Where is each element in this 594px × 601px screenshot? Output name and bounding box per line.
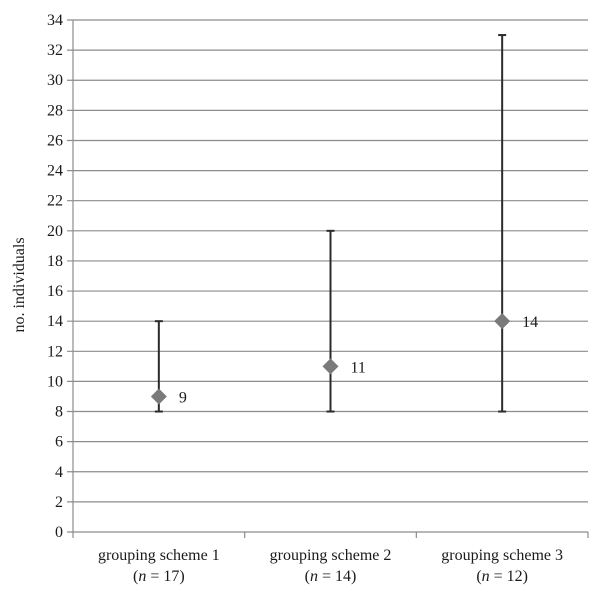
axis-layer — [72, 20, 589, 538]
x-category-label: grouping scheme 1 — [98, 547, 220, 564]
y-tick-label: 20 — [47, 223, 63, 240]
y-tick-label: 4 — [55, 464, 63, 481]
data-markers — [150, 313, 511, 405]
y-tick-label: 8 — [55, 404, 63, 421]
y-tick-label: 22 — [47, 193, 63, 210]
x-category-sample-size: (n = 14) — [305, 568, 357, 585]
y-tick-label: 0 — [55, 524, 63, 541]
y-tick-label: 26 — [47, 132, 63, 149]
x-category-labels: grouping scheme 1 (n = 17) grouping scheme… — [98, 547, 563, 585]
data-label: 9 — [179, 389, 187, 406]
y-tick-label: 10 — [47, 373, 63, 390]
x-category-label: grouping scheme 3 — [441, 547, 563, 564]
data-point-marker — [150, 388, 167, 405]
data-point-marker — [322, 358, 339, 375]
y-tick-label: 16 — [47, 283, 63, 300]
error-bars — [154, 34, 507, 413]
y-tick-label: 6 — [55, 434, 63, 451]
x-category-sample-size: (n = 12) — [476, 568, 528, 585]
y-tick-label: 12 — [47, 343, 63, 360]
y-tick-label: 2 — [55, 494, 63, 511]
y-tick-label: 34 — [47, 12, 63, 29]
y-axis-label: no. individuals — [11, 237, 28, 332]
x-category-label: grouping scheme 2 — [270, 547, 392, 564]
y-tick-label: 14 — [47, 313, 63, 330]
data-label: 14 — [522, 314, 538, 331]
data-labels: 9 11 14 — [179, 314, 538, 406]
y-tick-label: 32 — [47, 42, 63, 59]
y-tick-label: 18 — [47, 253, 63, 270]
y-tick-label: 24 — [47, 163, 63, 180]
grid-layer — [67, 19, 588, 533]
y-tick-label: 28 — [47, 102, 63, 119]
data-label: 11 — [351, 359, 366, 376]
data-point-marker — [494, 313, 511, 330]
y-tick-label: 30 — [47, 72, 63, 89]
x-category-sample-size: (n = 17) — [133, 568, 185, 585]
